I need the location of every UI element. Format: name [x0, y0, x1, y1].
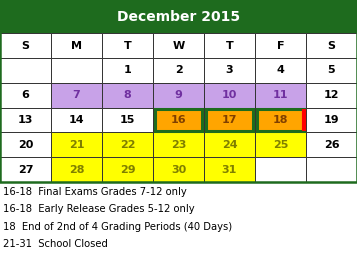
- Bar: [153, 108, 204, 133]
- Text: 2: 2: [175, 66, 182, 75]
- Text: S: S: [21, 40, 30, 51]
- Bar: [257, 109, 305, 132]
- Bar: [204, 58, 255, 83]
- Text: 7: 7: [72, 90, 80, 100]
- Bar: [155, 109, 202, 132]
- Text: T: T: [226, 40, 233, 51]
- Text: 6: 6: [21, 90, 29, 100]
- Text: 8: 8: [124, 90, 131, 100]
- Text: 18: 18: [273, 115, 288, 125]
- Bar: [153, 157, 204, 182]
- Text: 16-18  Early Release Grades 5-12 only: 16-18 Early Release Grades 5-12 only: [2, 204, 194, 214]
- Bar: [51, 157, 102, 182]
- Bar: [102, 58, 153, 83]
- Bar: [255, 157, 306, 182]
- Text: 19: 19: [324, 115, 339, 125]
- Bar: [102, 33, 153, 58]
- Bar: [0, 157, 51, 182]
- Bar: [0, 0, 357, 33]
- Bar: [255, 108, 306, 133]
- Text: 5: 5: [328, 66, 335, 75]
- Bar: [102, 83, 153, 108]
- Bar: [204, 108, 255, 133]
- Bar: [206, 109, 253, 132]
- Bar: [51, 33, 102, 58]
- Text: S: S: [327, 40, 336, 51]
- Bar: [306, 133, 357, 157]
- Bar: [255, 58, 306, 83]
- Text: 15: 15: [120, 115, 135, 125]
- Bar: [51, 108, 102, 133]
- Text: 4: 4: [277, 66, 285, 75]
- Text: 22: 22: [120, 140, 135, 150]
- Bar: [51, 58, 102, 83]
- Bar: [204, 133, 255, 157]
- Text: 20: 20: [18, 140, 33, 150]
- Bar: [306, 33, 357, 58]
- Text: 14: 14: [69, 115, 84, 125]
- Text: 28: 28: [69, 165, 84, 175]
- Bar: [153, 133, 204, 157]
- Bar: [102, 157, 153, 182]
- Text: 10: 10: [222, 90, 237, 100]
- Text: 13: 13: [18, 115, 33, 125]
- Bar: [153, 83, 204, 108]
- Text: W: W: [172, 40, 185, 51]
- Bar: [102, 108, 153, 133]
- Bar: [153, 58, 204, 83]
- Text: 30: 30: [171, 165, 186, 175]
- Text: 11: 11: [273, 90, 288, 100]
- Text: T: T: [124, 40, 131, 51]
- Text: 31: 31: [222, 165, 237, 175]
- Bar: [204, 33, 255, 58]
- Text: 26: 26: [324, 140, 339, 150]
- Text: 21-31  School Closed: 21-31 School Closed: [2, 239, 107, 249]
- Bar: [255, 33, 306, 58]
- Bar: [306, 157, 357, 182]
- Text: 9: 9: [175, 90, 182, 100]
- Bar: [51, 133, 102, 157]
- Text: 3: 3: [226, 66, 233, 75]
- Text: 1: 1: [124, 66, 131, 75]
- Bar: [255, 133, 306, 157]
- Text: 16: 16: [171, 115, 186, 125]
- Text: 27: 27: [18, 165, 33, 175]
- Bar: [0, 133, 51, 157]
- Bar: [255, 83, 306, 108]
- Text: 18  End of 2nd of 4 Grading Periods (40 Days): 18 End of 2nd of 4 Grading Periods (40 D…: [2, 222, 232, 232]
- Bar: [306, 83, 357, 108]
- Bar: [0, 108, 51, 133]
- Bar: [0, 33, 51, 58]
- Bar: [306, 58, 357, 83]
- Text: M: M: [71, 40, 82, 51]
- Text: 12: 12: [324, 90, 339, 100]
- Text: 29: 29: [120, 165, 135, 175]
- Text: 25: 25: [273, 140, 288, 150]
- Text: 24: 24: [222, 140, 237, 150]
- Bar: [204, 157, 255, 182]
- Text: 23: 23: [171, 140, 186, 150]
- Bar: [204, 83, 255, 108]
- Bar: [153, 33, 204, 58]
- Text: 17: 17: [222, 115, 237, 125]
- Text: December 2015: December 2015: [117, 10, 240, 23]
- Bar: [0, 83, 51, 108]
- Text: F: F: [277, 40, 284, 51]
- Bar: [51, 83, 102, 108]
- Text: 16-18  Final Exams Grades 7-12 only: 16-18 Final Exams Grades 7-12 only: [2, 187, 186, 197]
- Bar: [306, 108, 357, 133]
- Text: 21: 21: [69, 140, 84, 150]
- Bar: [0, 58, 51, 83]
- Bar: [0, 0, 357, 182]
- Bar: [102, 133, 153, 157]
